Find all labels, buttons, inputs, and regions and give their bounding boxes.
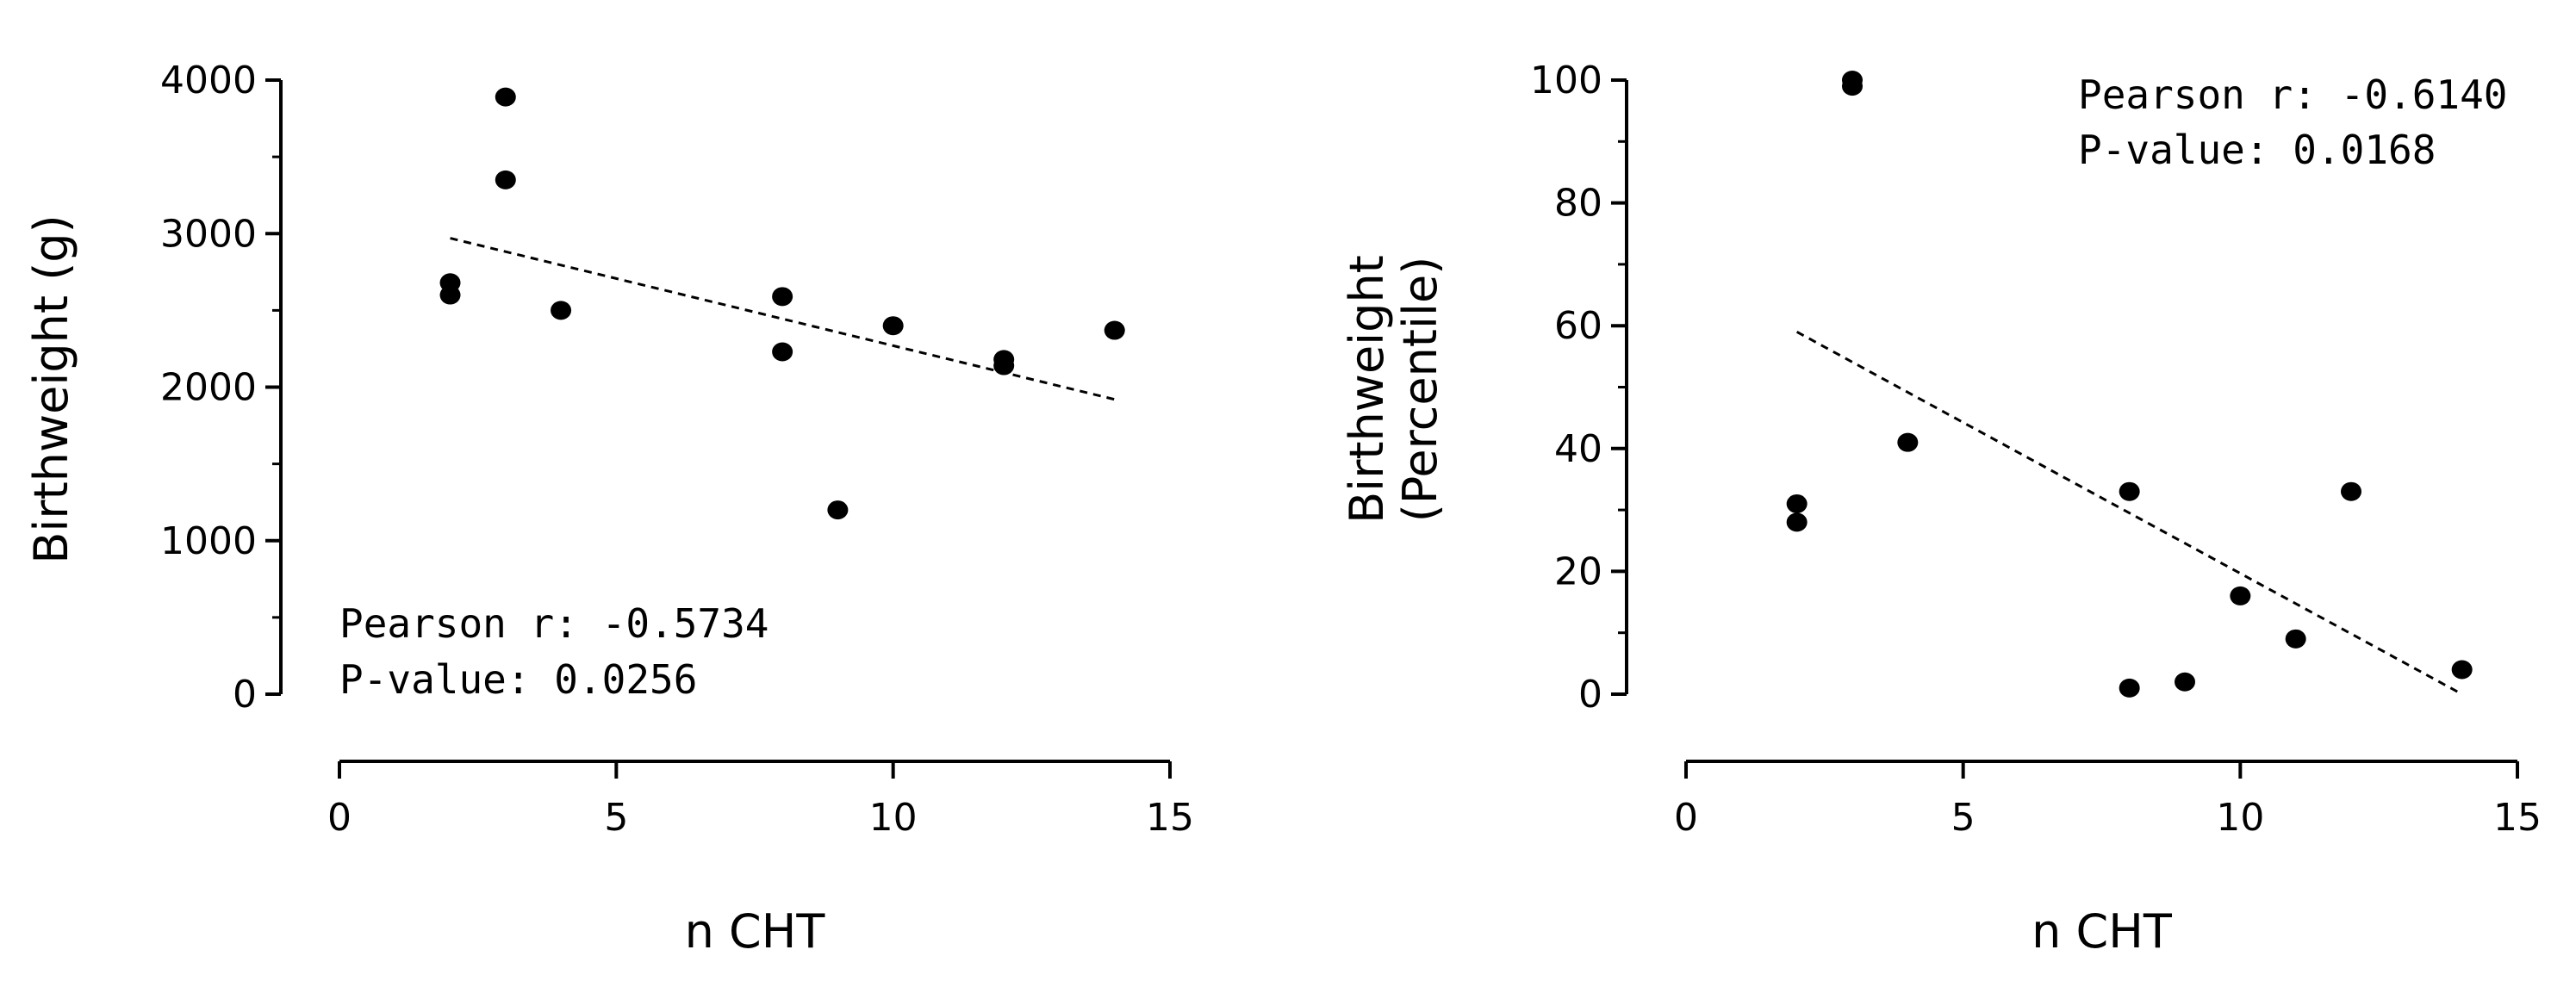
x-axis-title: n CHT (685, 904, 826, 959)
data-point (1897, 432, 1919, 452)
x-tick-label: 5 (604, 796, 628, 840)
chart-2: 0 20 40 60 80 100 0 5 10 15 n CHT Birthweight(Perce… (1340, 59, 2542, 959)
x-tick-label: 0 (327, 796, 352, 840)
y-axis-title-line: Birthweight (g) (24, 214, 78, 563)
data-point (2285, 629, 2306, 649)
chart-1: 0 1000 2000 3000 4000 0 5 10 15 n CHT Birthweight … (24, 59, 1194, 959)
x-tick-label: 10 (869, 796, 918, 840)
y-axis-title: Birthweight (g) (24, 214, 78, 563)
p-value-annotation: P-value: 0.0168 (2078, 127, 2436, 173)
data-point (495, 170, 516, 189)
y-axis-title: Birthweight(Percentile) (1340, 255, 1447, 524)
y-tick-label: 80 (1554, 182, 1602, 226)
y-tick-label: 20 (1554, 549, 1602, 593)
x-tick-label: 15 (2493, 796, 2542, 840)
data-point (772, 287, 793, 307)
x-tick-label: 15 (1146, 796, 1194, 840)
data-point (2119, 481, 2140, 501)
data-point (1786, 494, 1808, 513)
y-axis-title-line: Birthweight (1340, 255, 1394, 524)
x-tick-label: 5 (1951, 796, 1976, 840)
data-point (2119, 678, 2140, 698)
data-point (993, 356, 1015, 376)
y-tick-label: 0 (1578, 673, 1602, 717)
data-point (495, 87, 516, 107)
y-tick-label: 100 (1530, 59, 1602, 102)
p-value-annotation: P-value: 0.0256 (339, 656, 697, 703)
data-point (827, 500, 849, 520)
data-point (2451, 660, 2473, 680)
data-point (882, 316, 904, 336)
y-tick-label: 4000 (160, 59, 257, 102)
pearson-r-annotation: Pearson r: -0.5734 (339, 600, 769, 647)
data-point (439, 285, 461, 305)
y-axis-title-line: (Percentile) (1393, 257, 1447, 523)
y-tick-label: 0 (233, 673, 257, 717)
y-tick-label: 3000 (160, 212, 257, 256)
data-point (2341, 481, 2361, 501)
y-tick-label: 60 (1554, 304, 1602, 348)
y-tick-label: 40 (1554, 427, 1602, 471)
x-tick-label: 0 (1674, 796, 1698, 840)
y-tick-label: 1000 (160, 519, 257, 563)
trend-line (1795, 331, 2463, 696)
x-tick-label: 10 (2216, 796, 2264, 840)
data-point (2175, 672, 2195, 692)
data-point (1104, 320, 1125, 340)
trend-line (450, 237, 1116, 401)
data-point (1842, 77, 1863, 96)
data-point (551, 301, 572, 320)
x-axis-title: n CHT (2032, 904, 2173, 959)
data-point (2230, 586, 2251, 605)
data-point (1786, 512, 1808, 532)
pearson-r-annotation: Pearson r: -0.6140 (2078, 71, 2508, 118)
data-point (772, 342, 793, 362)
y-tick-label: 2000 (160, 366, 257, 410)
